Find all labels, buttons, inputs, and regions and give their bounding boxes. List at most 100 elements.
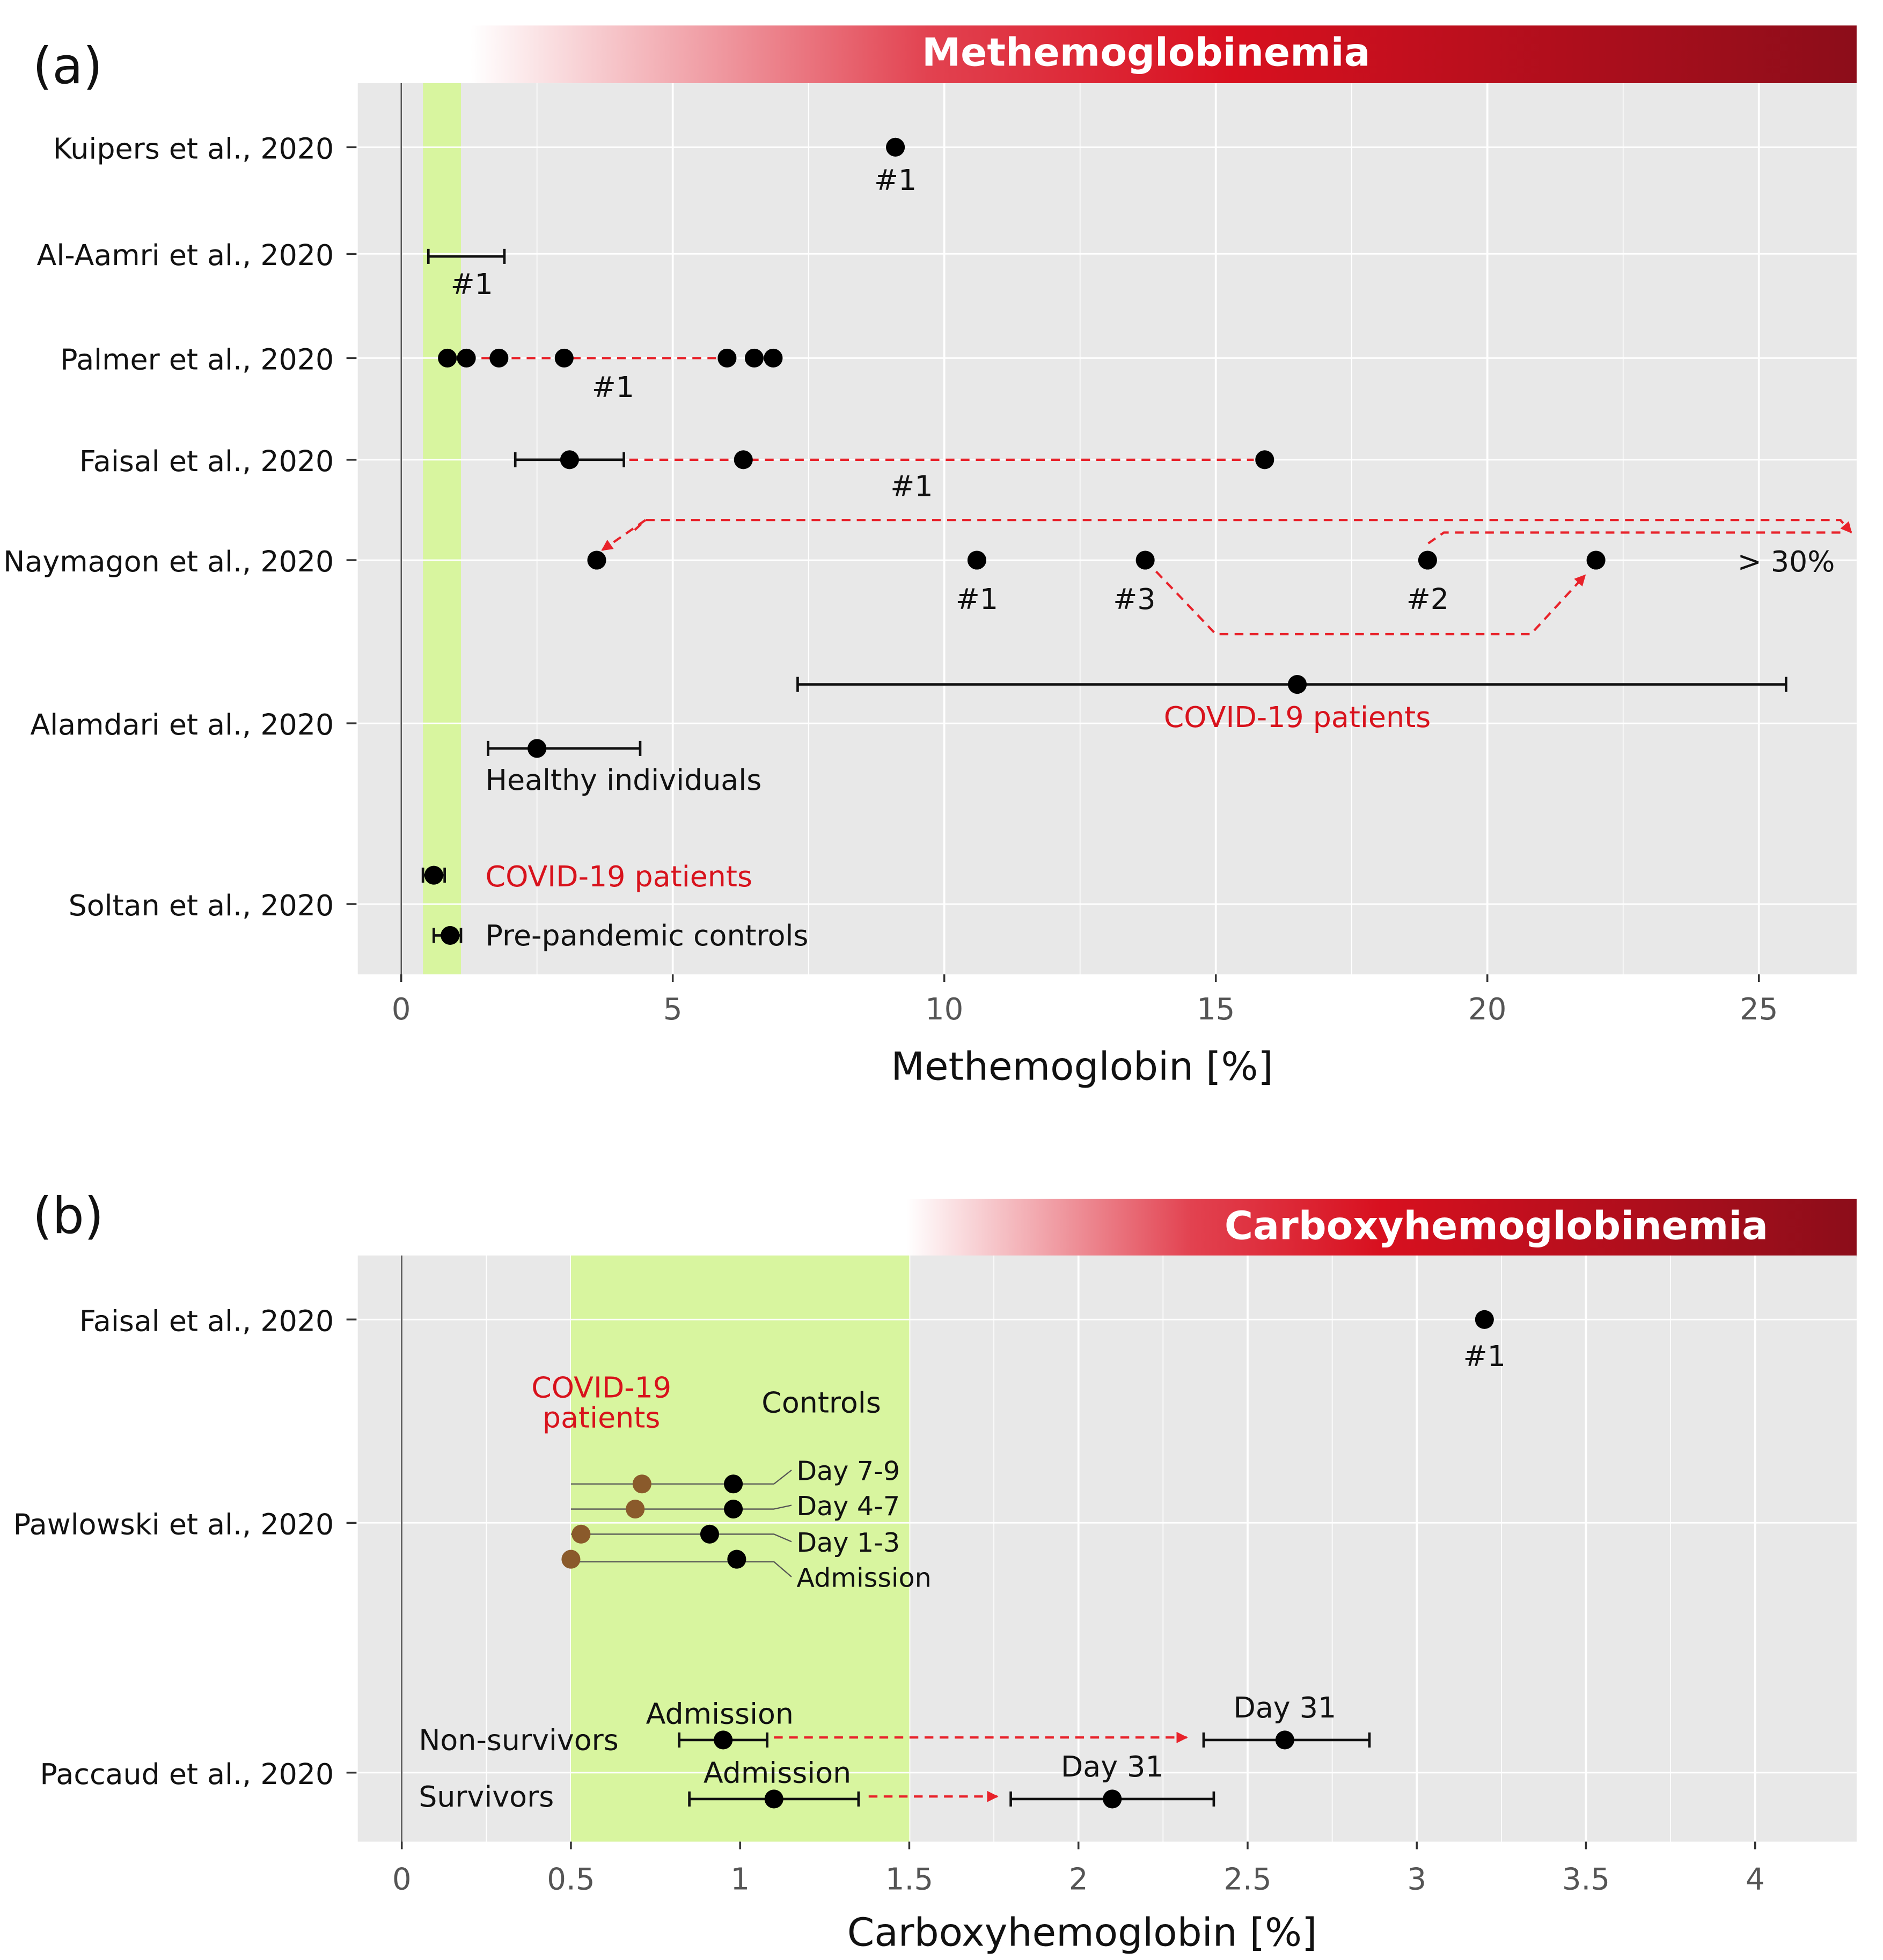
- study-label: Kuipers et al., 2020: [53, 131, 334, 165]
- panel-b-x-axis: 0 0.5 1 1.5 2 2.5 3 3.5 4: [392, 1841, 1765, 1897]
- data-point: [764, 1789, 783, 1809]
- annotation-label: Healthy individuals: [486, 763, 762, 797]
- normal-range-band: [423, 83, 461, 974]
- panel-a-label: (a): [33, 37, 102, 96]
- study-label: Naymagon et al., 2020: [3, 545, 334, 578]
- panel-a-banner: [471, 25, 1857, 84]
- data-point: [632, 1474, 651, 1494]
- data-point: [1418, 550, 1437, 570]
- connector-label: Day 7-9: [796, 1456, 900, 1487]
- study-label: Alamdari et al., 2020: [30, 708, 334, 742]
- x-tick-label: 2.5: [1223, 1862, 1271, 1897]
- x-tick-label: 5: [663, 992, 683, 1027]
- study-label: Palmer et al., 2020: [60, 342, 334, 376]
- panel-b-carboxyhemoglobin: (b) Carboxyhemoglobinemia Day 7-9 Day 4-7…: [13, 1187, 1857, 1956]
- connector-leader: [773, 1533, 792, 1543]
- annotation-label: #1: [451, 267, 493, 301]
- x-tick-label: 25: [1740, 992, 1778, 1027]
- data-point: [724, 1499, 743, 1519]
- annotation-label: Day 31: [1061, 1750, 1164, 1783]
- data-point: [727, 1550, 746, 1569]
- annotation-label: Survivors: [419, 1780, 554, 1814]
- x-tick-label: 0: [392, 1862, 412, 1897]
- x-tick-label: 0.5: [547, 1862, 595, 1897]
- x-tick-label: 1: [730, 1862, 750, 1897]
- annotation-label: > 30%: [1738, 545, 1835, 578]
- data-point: [572, 1524, 591, 1544]
- data-point: [1287, 675, 1307, 694]
- study-label: Pawlowski et al., 2020: [13, 1507, 334, 1541]
- panel-b-x-axis-title: Carboxyhemoglobin [%]: [847, 1911, 1317, 1956]
- annotation-label: COVID-19 patients: [486, 860, 752, 893]
- x-tick-label: 3: [1407, 1862, 1426, 1897]
- connector-leader: [773, 1561, 792, 1577]
- annotation-label: #1: [874, 163, 917, 197]
- data-point: [1475, 1310, 1494, 1329]
- panel-a-methemoglobin: (a) Methemoglobinemia #1 #1 #1 #1 #1 #3 #2 > 30…: [3, 25, 1857, 1089]
- x-tick-label: 2: [1069, 1862, 1088, 1897]
- data-point: [764, 348, 783, 368]
- annotation-label: Admission: [646, 1697, 794, 1731]
- panel-b-label: (b): [33, 1187, 104, 1245]
- connector-label: Admission: [796, 1562, 931, 1594]
- data-point: [700, 1524, 719, 1544]
- connector-label: Day 1-3: [796, 1527, 900, 1558]
- panel-b-day-connectors: Day 7-9 Day 4-7 Day 1-3 Admission: [570, 1456, 932, 1594]
- annotation-label: #3: [1113, 582, 1155, 616]
- x-tick-label: 3.5: [1562, 1862, 1610, 1897]
- panel-b-banner: [906, 1199, 1857, 1257]
- x-tick-label: 0: [392, 992, 411, 1027]
- annotation-label: Non-survivors: [419, 1723, 619, 1757]
- data-point: [438, 348, 457, 368]
- panel-a-y-axis: Kuipers et al., 2020 Al-Aamri et al., 202…: [3, 131, 357, 922]
- x-tick-label: 1.5: [885, 1862, 933, 1897]
- data-point: [626, 1499, 645, 1519]
- annotation-label: #2: [1406, 582, 1449, 616]
- panel-b-arrows: [774, 1731, 1188, 1802]
- annotation-label: #1: [890, 469, 933, 503]
- study-label: Al-Aamri et al., 2020: [37, 238, 334, 272]
- annotation-label: Day 31: [1233, 1691, 1336, 1724]
- panel-a-grid: [400, 83, 1760, 974]
- annotation-label: #1: [1463, 1339, 1506, 1373]
- panel-a-arrows: [466, 357, 1852, 636]
- panel-a-banner-title: Methemoglobinemia: [922, 30, 1371, 75]
- data-point: [744, 348, 764, 368]
- connector-label: Day 4-7: [796, 1491, 900, 1522]
- annotation-label: patients: [543, 1400, 660, 1434]
- panel-b-banner-title: Carboxyhemoglobinemia: [1225, 1204, 1768, 1249]
- data-point: [424, 865, 443, 885]
- annotation-label: Admission: [704, 1756, 851, 1790]
- trend-arrow: [1155, 570, 1586, 636]
- annotation-label: #1: [956, 582, 998, 616]
- x-tick-label: 10: [925, 992, 963, 1027]
- data-point: [441, 926, 460, 945]
- data-point: [717, 348, 737, 368]
- annotation-label: COVID-19 patients: [1164, 700, 1431, 734]
- study-label: Paccaud et al., 2020: [40, 1757, 334, 1791]
- x-tick-label: 20: [1468, 992, 1506, 1027]
- panel-b-points: [561, 1310, 1494, 1809]
- x-tick-label: 15: [1197, 992, 1235, 1027]
- panel-a-x-axis-title: Methemoglobin [%]: [891, 1044, 1273, 1089]
- annotation-label: Pre-pandemic controls: [486, 919, 809, 952]
- data-point: [714, 1730, 733, 1750]
- panel-a-annotations: #1 #1 #1 #1 #1 #3 #2 > 30% COVID-19 patients Heal…: [451, 163, 1835, 952]
- data-point: [967, 550, 986, 570]
- data-point: [587, 550, 606, 570]
- x-tick-label: 4: [1746, 1862, 1765, 1897]
- data-point: [724, 1474, 743, 1494]
- trend-arrow: [1427, 531, 1841, 545]
- data-point: [489, 348, 509, 368]
- panel-a-points: [424, 137, 1606, 945]
- annotation-label: #1: [592, 370, 634, 404]
- panel-a-plot-background: [357, 83, 1857, 974]
- panel-b-y-axis: Faisal et al., 2020 Pawlowski et al., 202…: [13, 1304, 357, 1791]
- data-point: [527, 739, 547, 758]
- connector-leader: [773, 1470, 792, 1485]
- data-point: [554, 348, 574, 368]
- panel-b-row-lines: [357, 1318, 1857, 1774]
- panel-a-x-axis: 0 5 10 15 20 25: [392, 974, 1778, 1027]
- annotation-label: COVID-19: [531, 1370, 671, 1404]
